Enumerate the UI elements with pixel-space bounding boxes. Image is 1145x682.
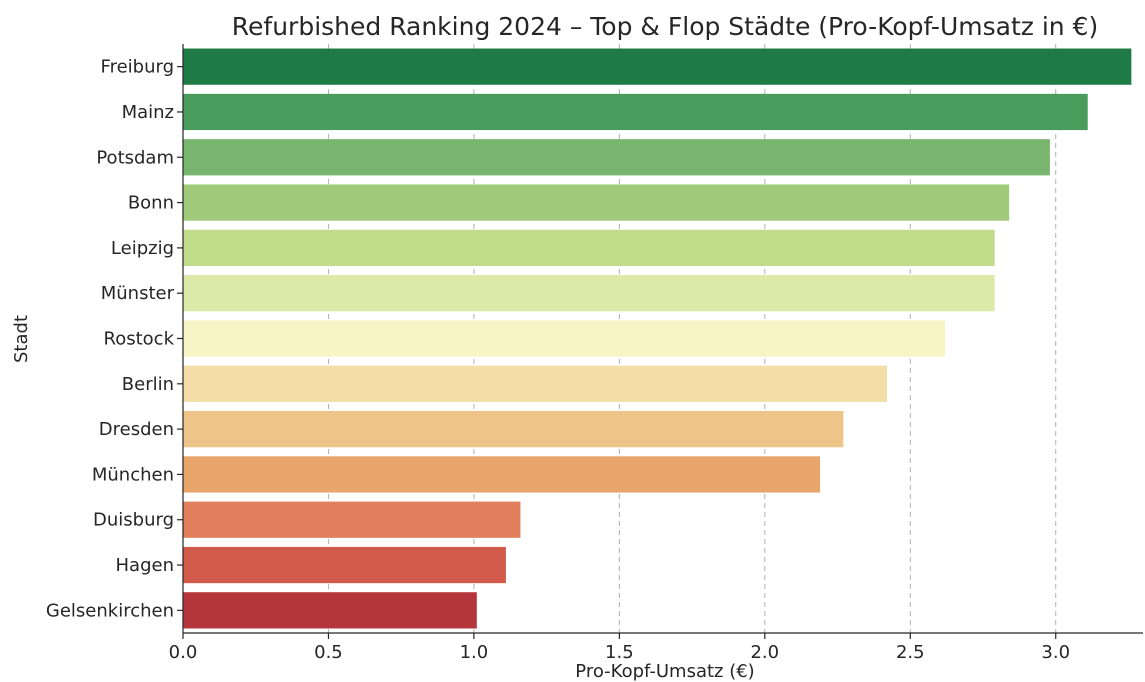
x-axis-ticks: 0.0 0.5 1.0 1.5 2.0 2.5 3.0 (169, 633, 1070, 663)
y-tick-label: Gelsenkirchen (46, 600, 174, 621)
y-tick-label: Mainz (122, 102, 174, 123)
y-tick-label: Duisburg (93, 510, 174, 531)
bar-münster (183, 275, 995, 312)
y-tick-label: Berlin (122, 374, 174, 395)
bar-gelsenkirchen (183, 592, 477, 629)
chart-title: Refurbished Ranking 2024 – Top & Flop St… (232, 12, 1098, 41)
y-tick-label: Freiburg (101, 57, 174, 78)
bar-münchen (183, 456, 821, 493)
y-tick-label: Hagen (116, 555, 174, 576)
bar-duisburg (183, 501, 521, 538)
x-tick-label: 3.0 (1041, 642, 1070, 663)
y-tick-label: Bonn (128, 193, 174, 214)
bar-dresden (183, 410, 844, 448)
x-tick-label: 2.5 (896, 642, 925, 663)
x-tick-label: 0.0 (169, 642, 198, 663)
x-tick-label: 2.0 (750, 642, 779, 663)
bar-bonn (183, 184, 1010, 221)
x-axis-title: Pro-Kopf-Umsatz (€) (575, 661, 754, 682)
y-axis-title: Stadt (11, 315, 32, 363)
bar-rostock (183, 320, 946, 357)
bar-freiburg (183, 48, 1132, 85)
y-tick-label: Potsdam (96, 147, 174, 168)
y-tick-label: Dresden (99, 419, 174, 440)
y-tick-label: Rostock (104, 329, 175, 350)
x-tick-label: 0.5 (314, 642, 343, 663)
x-tick-label: 1.5 (605, 642, 634, 663)
bar-leipzig (183, 229, 995, 267)
bar-berlin (183, 365, 887, 402)
y-tick-label: Münster (101, 283, 175, 304)
y-tick-label: Leipzig (111, 238, 174, 259)
bars (183, 48, 1132, 629)
bar-hagen (183, 546, 506, 584)
y-tick-label: München (92, 464, 174, 485)
bar-mainz (183, 93, 1088, 131)
y-axis-labels: Freiburg Mainz Potsdam Bonn Leipzig Münster Ro… (46, 57, 183, 621)
x-tick-label: 1.0 (460, 642, 489, 663)
bar-potsdam (183, 139, 1050, 176)
